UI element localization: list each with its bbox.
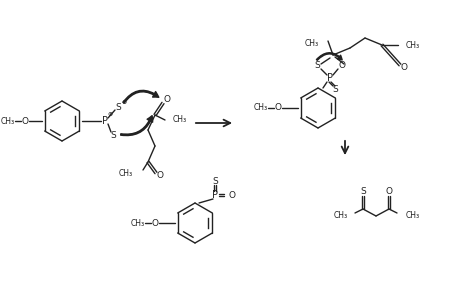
Text: ⊖: ⊖	[121, 99, 127, 105]
FancyArrowPatch shape	[123, 90, 159, 103]
Text: CH₃: CH₃	[334, 211, 348, 221]
Text: CH₃: CH₃	[305, 39, 319, 48]
Text: P: P	[212, 190, 218, 200]
Text: CH₃: CH₃	[254, 104, 268, 112]
FancyArrowPatch shape	[121, 116, 153, 135]
Text: O: O	[21, 116, 28, 125]
Text: CH₃: CH₃	[406, 211, 420, 221]
Text: CH₃: CH₃	[131, 218, 145, 228]
Text: O: O	[156, 171, 164, 179]
Text: CH₃: CH₃	[406, 41, 420, 49]
FancyArrowPatch shape	[317, 53, 342, 60]
Text: CH₃: CH₃	[173, 115, 187, 125]
Text: O: O	[385, 187, 392, 195]
Text: O: O	[274, 104, 282, 112]
Text: S: S	[110, 131, 116, 139]
Text: CH₃: CH₃	[119, 168, 133, 178]
Text: ⊕: ⊕	[108, 112, 113, 118]
Text: S: S	[360, 187, 366, 195]
Text: O: O	[164, 95, 171, 105]
Text: S: S	[332, 85, 338, 95]
Text: S: S	[212, 177, 218, 185]
Text: O: O	[152, 218, 158, 228]
Text: S: S	[314, 62, 320, 71]
Text: P: P	[327, 73, 333, 83]
Text: O: O	[338, 62, 346, 71]
Text: O: O	[228, 191, 236, 199]
Text: P: P	[102, 116, 108, 126]
Text: O: O	[401, 62, 408, 72]
Text: S: S	[115, 102, 121, 112]
Text: CH₃: CH₃	[1, 116, 15, 125]
